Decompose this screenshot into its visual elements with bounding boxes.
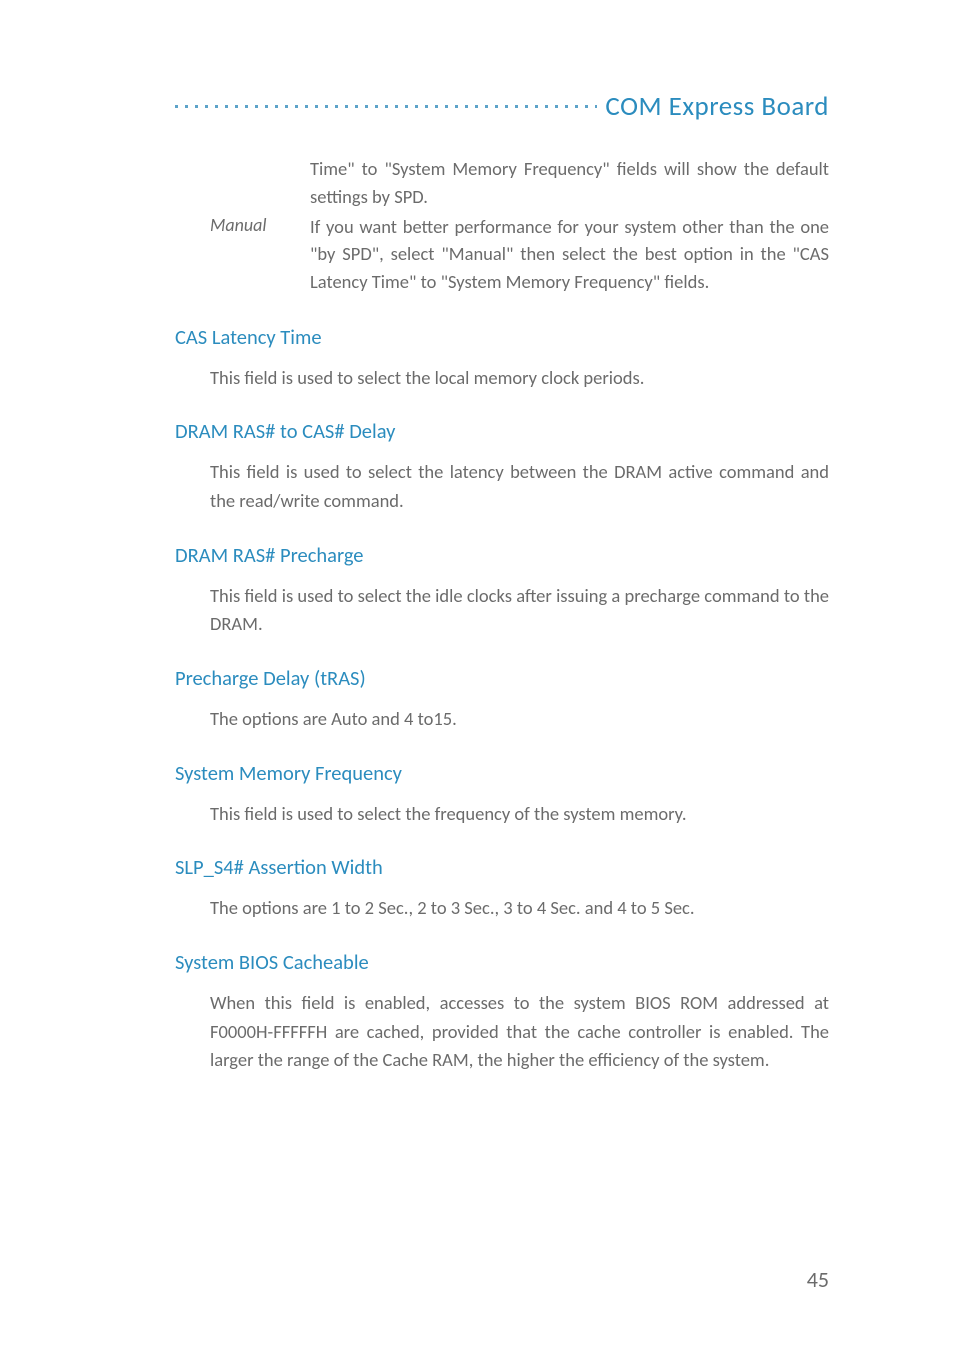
section-body: The options are 1 to 2 Sec., 2 to 3 Sec.… [210, 894, 829, 923]
intro-continuation: Time" to "System Memory Frequency" field… [210, 155, 829, 211]
dotted-divider [175, 105, 597, 108]
section-body: When this field is enabled, accesses to … [210, 989, 829, 1075]
header-title: COM Express Board [605, 90, 829, 123]
intro-block: Time" to "System Memory Frequency" field… [210, 155, 829, 296]
section-body: This field is used to select the local m… [210, 364, 829, 393]
intro-manual-label: Manual [210, 213, 310, 236]
page-number: 45 [807, 1266, 829, 1293]
section-bios-cacheable: System BIOS Cacheable When this field is… [175, 949, 829, 1075]
section-title: SLP_S4# Assertion Width [175, 854, 829, 880]
section-system-memory-freq: System Memory Frequency This field is us… [175, 760, 829, 829]
section-title: System Memory Frequency [175, 760, 829, 786]
section-title: DRAM RAS# Precharge [175, 542, 829, 568]
section-precharge-delay: Precharge Delay (tRAS) The options are A… [175, 665, 829, 734]
section-body: This field is used to select the frequen… [210, 800, 829, 829]
section-slp-s4: SLP_S4# Assertion Width The options are … [175, 854, 829, 923]
section-title: System BIOS Cacheable [175, 949, 829, 975]
section-body: The options are Auto and 4 to15. [210, 705, 829, 734]
section-cas-latency: CAS Latency Time This field is used to s… [175, 324, 829, 393]
intro-label-empty [210, 155, 310, 156]
intro-continuation-text: Time" to "System Memory Frequency" field… [310, 155, 829, 211]
section-title: DRAM RAS# to CAS# Delay [175, 418, 829, 444]
section-body: This field is used to select the latency… [210, 458, 829, 515]
section-body: This field is used to select the idle cl… [210, 582, 829, 639]
page-header: COM Express Board [175, 90, 829, 123]
intro-manual-row: Manual If you want better performance fo… [210, 213, 829, 296]
section-title: Precharge Delay (tRAS) [175, 665, 829, 691]
intro-manual-text: If you want better performance for your … [310, 213, 829, 296]
section-dram-ras-precharge: DRAM RAS# Precharge This field is used t… [175, 542, 829, 639]
section-dram-ras-cas: DRAM RAS# to CAS# Delay This field is us… [175, 418, 829, 515]
section-title: CAS Latency Time [175, 324, 829, 350]
